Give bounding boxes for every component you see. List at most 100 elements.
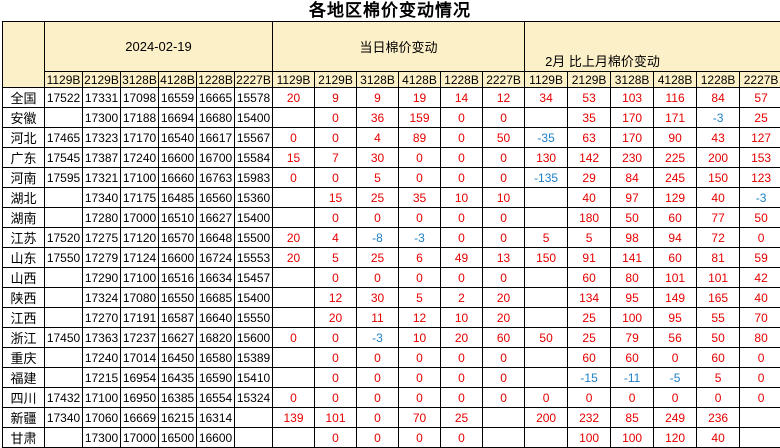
price-cell[interactable]: 16694: [159, 108, 197, 128]
price-cell[interactable]: [45, 308, 83, 328]
daily-change-cell[interactable]: 12: [315, 288, 357, 308]
monthly-change-cell[interactable]: [525, 268, 568, 288]
daily-change-cell[interactable]: 0: [357, 408, 399, 428]
daily-change-cell[interactable]: [273, 368, 315, 388]
monthly-change-cell[interactable]: 101: [697, 268, 740, 288]
price-cell[interactable]: 17240: [83, 348, 121, 368]
monthly-change-cell[interactable]: 94: [654, 228, 697, 248]
daily-change-cell[interactable]: 0: [441, 368, 483, 388]
price-cell[interactable]: 17595: [45, 168, 83, 188]
monthly-change-cell[interactable]: 40: [697, 188, 740, 208]
monthly-change-cell[interactable]: 103: [611, 88, 654, 108]
monthly-change-cell[interactable]: [525, 308, 568, 328]
daily-change-cell[interactable]: 0: [441, 228, 483, 248]
grade-header-monthly-2227B[interactable]: 2227B: [740, 72, 780, 88]
monthly-change-cell[interactable]: [525, 108, 568, 128]
daily-change-cell[interactable]: 11: [357, 308, 399, 328]
monthly-change-cell[interactable]: -35: [525, 128, 568, 148]
price-cell[interactable]: 17120: [121, 228, 159, 248]
price-cell[interactable]: 15553: [235, 248, 273, 268]
grade-header-daily-2227B[interactable]: 2227B: [483, 72, 525, 88]
daily-change-cell[interactable]: 0: [315, 328, 357, 348]
daily-change-cell[interactable]: 0: [399, 388, 441, 408]
region-cell[interactable]: 安徽: [3, 108, 45, 128]
monthly-change-cell[interactable]: 84: [697, 88, 740, 108]
daily-change-cell[interactable]: 20: [315, 308, 357, 328]
price-cell[interactable]: 16385: [159, 388, 197, 408]
daily-change-cell[interactable]: 0: [315, 428, 357, 448]
monthly-change-cell[interactable]: 232: [568, 408, 611, 428]
daily-change-cell[interactable]: 12: [399, 308, 441, 328]
grade-header-prices-1129B[interactable]: 1129B: [45, 72, 83, 88]
daily-change-cell[interactable]: 0: [315, 108, 357, 128]
price-cell[interactable]: 17550: [45, 248, 83, 268]
daily-change-cell[interactable]: -3: [357, 328, 399, 348]
monthly-change-cell[interactable]: 60: [568, 268, 611, 288]
price-cell[interactable]: 15550: [235, 308, 273, 328]
price-cell[interactable]: 16627: [197, 208, 235, 228]
price-cell[interactable]: 15400: [235, 208, 273, 228]
price-cell[interactable]: 17188: [121, 108, 159, 128]
monthly-change-cell[interactable]: 40: [740, 288, 780, 308]
monthly-change-cell[interactable]: 80: [611, 268, 654, 288]
monthly-change-cell[interactable]: 116: [654, 88, 697, 108]
daily-change-cell[interactable]: 25: [441, 408, 483, 428]
daily-change-cell[interactable]: 35: [399, 188, 441, 208]
price-cell[interactable]: 15324: [235, 388, 273, 408]
monthly-change-cell[interactable]: [740, 428, 780, 448]
price-cell[interactable]: 17175: [121, 188, 159, 208]
monthly-change-cell[interactable]: 230: [611, 148, 654, 168]
monthly-change-cell[interactable]: 50: [740, 208, 780, 228]
monthly-change-cell[interactable]: 63: [568, 128, 611, 148]
grade-header-daily-1228B[interactable]: 1228B: [441, 72, 483, 88]
price-cell[interactable]: 16590: [197, 368, 235, 388]
monthly-change-cell[interactable]: 5: [697, 368, 740, 388]
daily-change-cell[interactable]: 89: [399, 128, 441, 148]
daily-change-cell[interactable]: 49: [441, 248, 483, 268]
price-cell[interactable]: 16500: [159, 428, 197, 448]
daily-change-cell[interactable]: 9: [357, 88, 399, 108]
price-cell[interactable]: 16215: [159, 408, 197, 428]
monthly-change-cell[interactable]: 0: [740, 388, 780, 408]
region-cell[interactable]: 浙江: [3, 328, 45, 348]
monthly-change-cell[interactable]: 100: [568, 428, 611, 448]
daily-change-cell[interactable]: -3: [399, 228, 441, 248]
monthly-change-cell[interactable]: 56: [654, 328, 697, 348]
price-cell[interactable]: 17324: [83, 288, 121, 308]
grade-header-prices-3128B[interactable]: 3128B: [121, 72, 159, 88]
region-cell[interactable]: 河北: [3, 128, 45, 148]
price-cell[interactable]: 17331: [83, 88, 121, 108]
monthly-change-cell[interactable]: [525, 428, 568, 448]
price-cell[interactable]: 17098: [121, 88, 159, 108]
grade-header-daily-2129B[interactable]: 2129B: [315, 72, 357, 88]
monthly-change-cell[interactable]: [525, 208, 568, 228]
price-cell[interactable]: 17321: [83, 168, 121, 188]
monthly-change-cell[interactable]: 84: [611, 168, 654, 188]
daily-change-cell[interactable]: 20: [441, 328, 483, 348]
daily-change-cell[interactable]: -8: [357, 228, 399, 248]
price-cell[interactable]: [45, 208, 83, 228]
price-cell[interactable]: 16724: [197, 248, 235, 268]
monthly-change-cell[interactable]: 60: [611, 348, 654, 368]
monthly-change-cell[interactable]: 35: [568, 108, 611, 128]
monthly-change-cell[interactable]: 34: [525, 88, 568, 108]
monthly-change-cell[interactable]: 60: [654, 208, 697, 228]
daily-change-cell[interactable]: 0: [483, 348, 525, 368]
daily-change-cell[interactable]: 20: [483, 308, 525, 328]
price-cell[interactable]: 16665: [197, 88, 235, 108]
monthly-change-cell[interactable]: 0: [740, 348, 780, 368]
grade-header-prices-1228B[interactable]: 1228B: [197, 72, 235, 88]
group-header-daily[interactable]: 当日棉价变动: [273, 22, 525, 72]
price-cell[interactable]: 17363: [83, 328, 121, 348]
daily-change-cell[interactable]: 0: [273, 128, 315, 148]
price-cell[interactable]: 16587: [159, 308, 197, 328]
daily-change-cell[interactable]: 70: [399, 408, 441, 428]
daily-change-cell[interactable]: 10: [441, 188, 483, 208]
price-cell[interactable]: [235, 428, 273, 448]
monthly-change-cell[interactable]: 134: [568, 288, 611, 308]
daily-change-cell[interactable]: 0: [441, 108, 483, 128]
price-cell[interactable]: [45, 348, 83, 368]
monthly-change-cell[interactable]: 245: [654, 168, 697, 188]
monthly-change-cell[interactable]: [525, 368, 568, 388]
daily-change-cell[interactable]: 0: [399, 168, 441, 188]
